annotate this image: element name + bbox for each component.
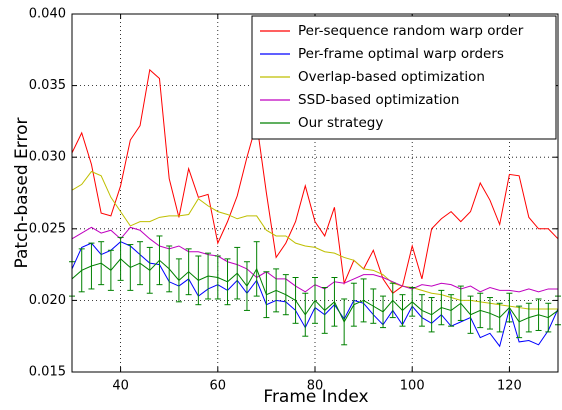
- y-tick-label: 0.030: [29, 150, 66, 165]
- y-axis-label: Patch-based Error: [12, 117, 32, 268]
- legend-label: Per-sequence random warp order: [298, 23, 524, 39]
- y-tick-label: 0.025: [29, 221, 66, 236]
- x-axis-label: Frame Index: [263, 387, 368, 407]
- series-line: [71, 68, 559, 294]
- series-line: [71, 170, 558, 310]
- legend-label: Overlap-based optimization: [298, 69, 485, 85]
- x-tick-label: 80: [307, 379, 324, 394]
- plot-frame: [71, 13, 559, 373]
- y-tick-label: 0.015: [29, 365, 66, 380]
- y-tick-label: 0.020: [29, 293, 66, 308]
- x-tick-label: 40: [112, 379, 129, 394]
- series-line: [71, 258, 559, 323]
- legend-box: [251, 15, 557, 140]
- x-tick-label: 60: [210, 379, 227, 394]
- x-tick-label: 100: [400, 379, 425, 394]
- x-tick-label: 120: [497, 379, 522, 394]
- y-tick-label: 0.040: [29, 7, 66, 22]
- legend-label: Our strategy: [298, 115, 383, 131]
- legend-label: Per-frame optimal warp orders: [298, 46, 504, 62]
- y-tick-label: 0.035: [29, 78, 66, 93]
- legend-label: SSD-based optimization: [298, 92, 459, 108]
